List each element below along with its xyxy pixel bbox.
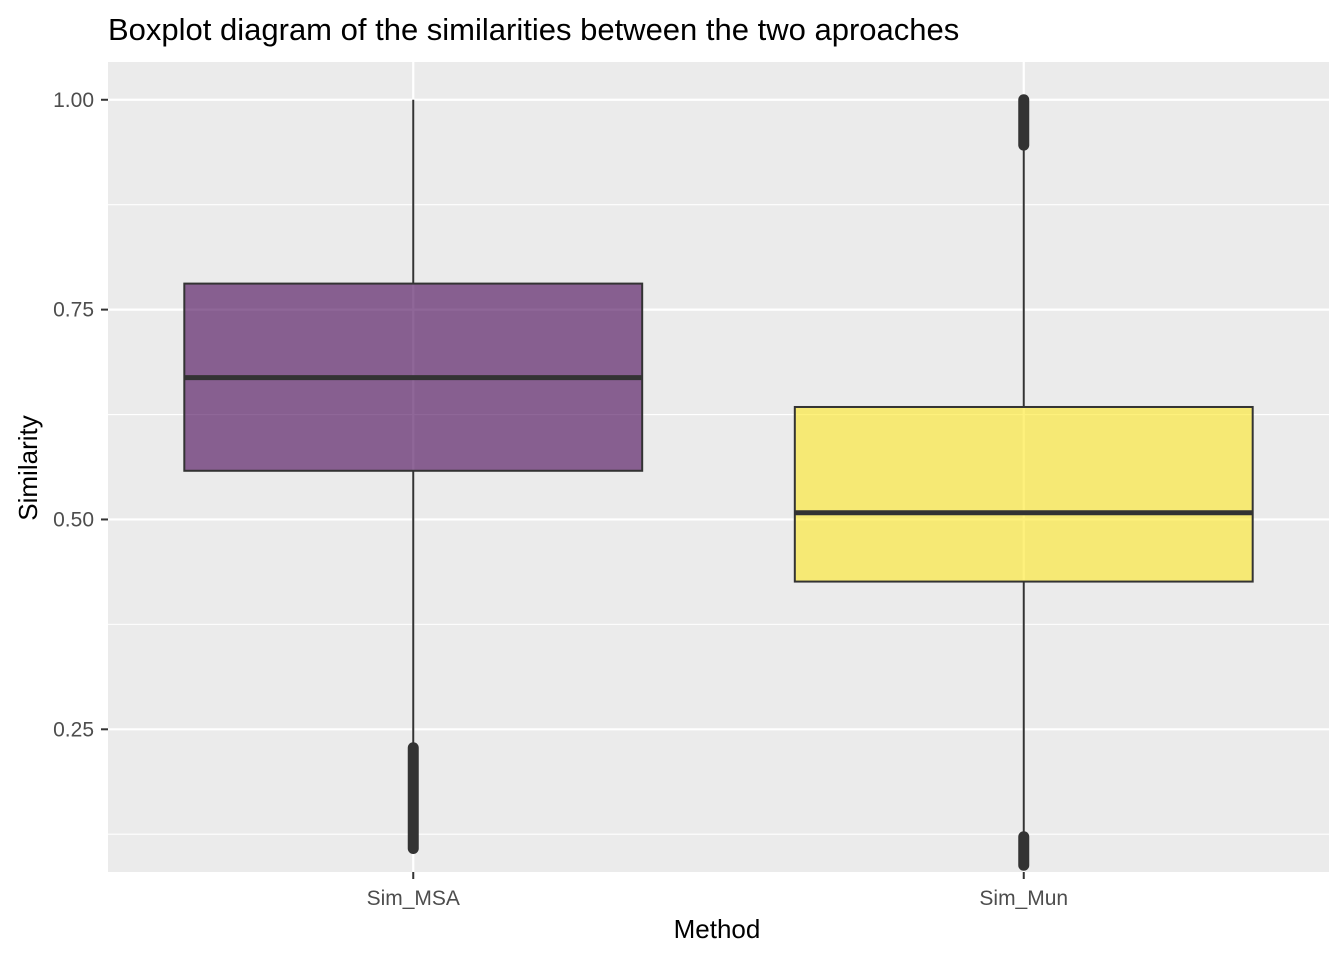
y-tick-label: 0.75: [53, 299, 94, 322]
y-axis-title: Similarity: [13, 415, 43, 520]
box-marks: [183, 94, 1254, 871]
box-group-sim-mun: [793, 94, 1254, 871]
x-tick-label: Sim_MSA: [367, 887, 460, 910]
chart-title: Boxplot diagram of the similarities betw…: [108, 12, 959, 47]
y-tick-label: 0.50: [53, 508, 94, 531]
y-tick-label: 1.00: [53, 89, 94, 112]
y-tick-label: 0.25: [53, 718, 94, 741]
box-iqr: [793, 405, 1254, 583]
x-tick-label: Sim_Mun: [979, 887, 1068, 910]
box-group-sim-msa: [183, 99, 644, 854]
axes: 0.25 0.50 0.75 1.00 Sim_MSA Sim_Mun: [53, 89, 1068, 910]
x-axis-title: Method: [674, 914, 761, 944]
